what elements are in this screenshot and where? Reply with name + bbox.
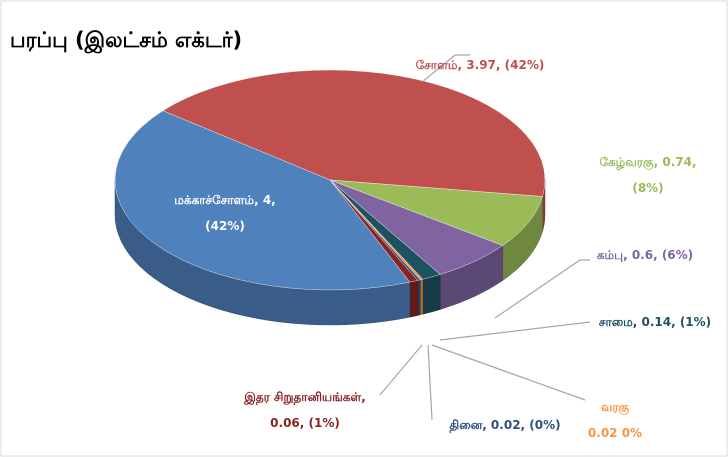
- leader-line: [494, 259, 590, 319]
- slice-side: [422, 274, 441, 315]
- data-label: சாமை, 0.14, (1%): [598, 315, 712, 329]
- data-label: கேழ்வரகு, 0.74, (8%): [599, 155, 697, 195]
- leader-line: [431, 344, 586, 401]
- data-label: வரகு 0.02 0%: [587, 400, 643, 440]
- leader-line: [439, 321, 591, 341]
- slice: கேழ்வரகு: [329, 179, 543, 246]
- data-label: மக்காச்சோளம், 4, (42%): [174, 193, 276, 233]
- slice-side: [419, 278, 423, 316]
- leader-line: [427, 344, 433, 421]
- pie: சோளம்கேழ்வரகுகம்புசாமைவரகுதினைஇதர சிறுதா…: [114, 69, 546, 326]
- leader-line: [409, 54, 470, 93]
- slice-side: [417, 279, 421, 316]
- leader-lines: [379, 54, 591, 421]
- slice: சோளம்: [162, 69, 546, 197]
- data-label: தினை, 0.02, (0%): [449, 418, 561, 432]
- chart-title: பரப்பு (இலட்சம் எக்டர்): [10, 28, 243, 52]
- slice: மக்காச்சோளம்: [114, 110, 411, 291]
- slice-side: [409, 280, 418, 318]
- leader-line: [379, 344, 423, 396]
- data-label: சோளம், 3.97, (42%): [415, 58, 545, 72]
- data-label: இதர சிறுதானியங்கள், 0.06, (1%): [244, 390, 366, 430]
- data-label: கம்பு, 0.6, (6%): [596, 248, 694, 262]
